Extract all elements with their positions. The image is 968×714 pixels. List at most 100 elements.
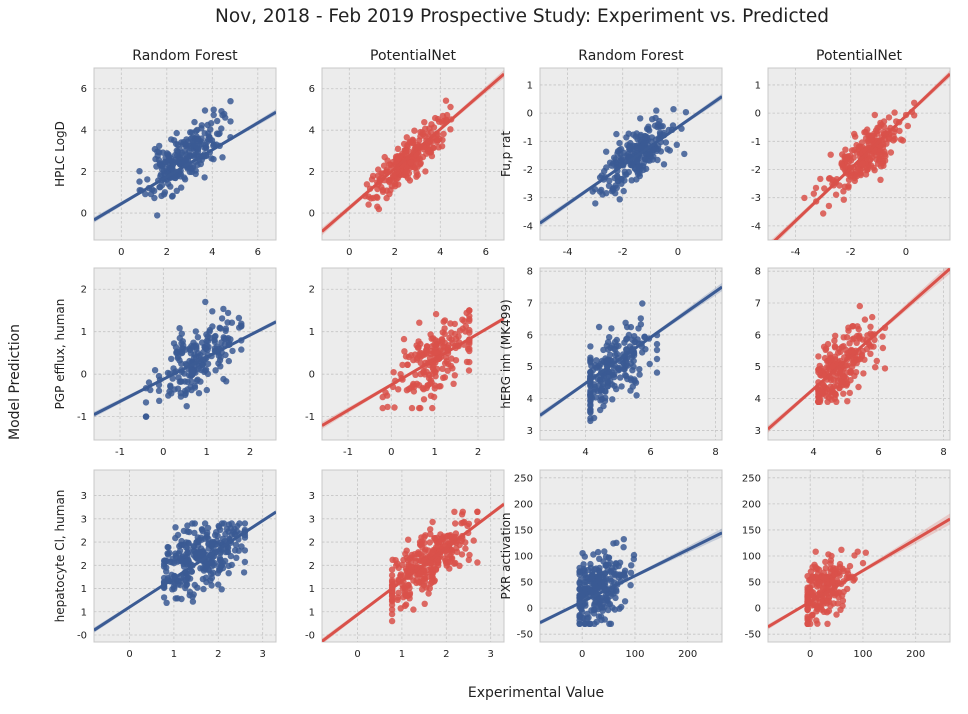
x-tick-label: 0 xyxy=(675,247,681,258)
data-point xyxy=(829,363,837,370)
data-point xyxy=(203,386,210,394)
data-point xyxy=(804,620,811,627)
data-point xyxy=(236,520,243,527)
data-point xyxy=(433,138,441,146)
data-point xyxy=(635,325,642,332)
x-tick-label: 8 xyxy=(712,447,718,458)
data-point xyxy=(614,172,621,180)
data-point xyxy=(165,544,172,551)
data-point xyxy=(154,212,161,219)
data-point xyxy=(204,360,212,368)
data-point xyxy=(224,309,232,317)
data-point xyxy=(646,360,653,368)
data-point xyxy=(430,335,437,342)
data-point xyxy=(829,577,836,585)
data-point xyxy=(804,573,811,580)
data-point xyxy=(168,136,175,143)
data-point xyxy=(426,539,433,546)
data-point xyxy=(639,300,646,307)
data-point xyxy=(389,172,397,179)
data-point xyxy=(441,330,448,337)
data-point xyxy=(440,130,447,138)
data-point xyxy=(213,343,221,350)
data-point xyxy=(183,403,190,410)
data-point xyxy=(439,112,447,120)
y-tick-label: -1 xyxy=(751,137,761,148)
data-point xyxy=(184,549,192,556)
data-point xyxy=(807,577,814,585)
data-point xyxy=(587,401,594,408)
data-point xyxy=(842,362,850,369)
data-point xyxy=(610,540,617,547)
data-point xyxy=(587,560,594,568)
data-point xyxy=(844,398,851,405)
data-point xyxy=(842,146,849,153)
data-points xyxy=(804,546,869,627)
data-point xyxy=(189,593,196,601)
y-tick-label: 3 xyxy=(81,514,87,525)
data-point xyxy=(845,327,852,334)
data-point xyxy=(616,139,623,147)
data-point xyxy=(465,367,473,374)
data-point xyxy=(388,593,396,600)
data-point xyxy=(202,298,209,306)
data-point xyxy=(222,335,230,342)
data-point xyxy=(840,372,847,380)
data-point xyxy=(463,358,471,366)
data-point xyxy=(835,589,842,596)
y-tick-label: 100 xyxy=(514,552,533,563)
data-point xyxy=(160,160,167,168)
data-point xyxy=(395,589,402,596)
data-point xyxy=(428,579,435,586)
data-point xyxy=(629,367,636,374)
data-point xyxy=(214,117,221,125)
data-point xyxy=(834,600,841,607)
data-point xyxy=(466,307,473,314)
plot-area xyxy=(322,307,504,429)
data-point xyxy=(235,314,243,322)
data-point xyxy=(174,141,181,148)
y-tick-label: 1 xyxy=(81,584,87,595)
data-point xyxy=(840,390,847,397)
data-point xyxy=(576,571,583,578)
y-tick-label: 3 xyxy=(81,491,87,502)
x-tick-label: 6 xyxy=(647,447,653,458)
data-point xyxy=(819,584,827,591)
data-point xyxy=(417,404,424,412)
data-point xyxy=(625,168,632,176)
data-point xyxy=(438,143,446,150)
data-point xyxy=(867,330,874,337)
data-point xyxy=(591,620,598,627)
data-point xyxy=(470,537,477,544)
x-tick-label: 0 xyxy=(126,649,132,660)
data-point xyxy=(461,317,468,325)
data-point xyxy=(193,344,200,351)
data-point xyxy=(812,602,819,609)
regression-line xyxy=(773,72,950,240)
data-point xyxy=(416,137,423,144)
regression-line xyxy=(540,531,722,625)
data-point xyxy=(840,196,847,203)
data-point xyxy=(379,393,386,401)
data-point xyxy=(625,130,632,137)
data-point xyxy=(211,333,218,340)
data-point xyxy=(653,107,660,114)
data-point xyxy=(178,378,185,385)
data-point xyxy=(474,508,481,515)
y-tick-label: 0 xyxy=(309,209,315,220)
y-tick-label: 0 xyxy=(755,109,761,120)
data-point xyxy=(404,361,411,368)
data-point xyxy=(596,599,603,606)
data-point xyxy=(419,145,427,153)
data-point xyxy=(398,561,406,569)
data-point xyxy=(628,562,635,569)
data-point xyxy=(181,370,188,377)
data-point xyxy=(402,601,410,608)
data-point xyxy=(429,518,436,526)
y-tick-label: 6 xyxy=(527,330,533,341)
y-tick-label: 1 xyxy=(309,327,315,338)
data-point xyxy=(600,402,607,410)
data-point xyxy=(598,357,606,365)
x-tick-label: 6 xyxy=(483,247,489,258)
data-point xyxy=(682,109,690,116)
